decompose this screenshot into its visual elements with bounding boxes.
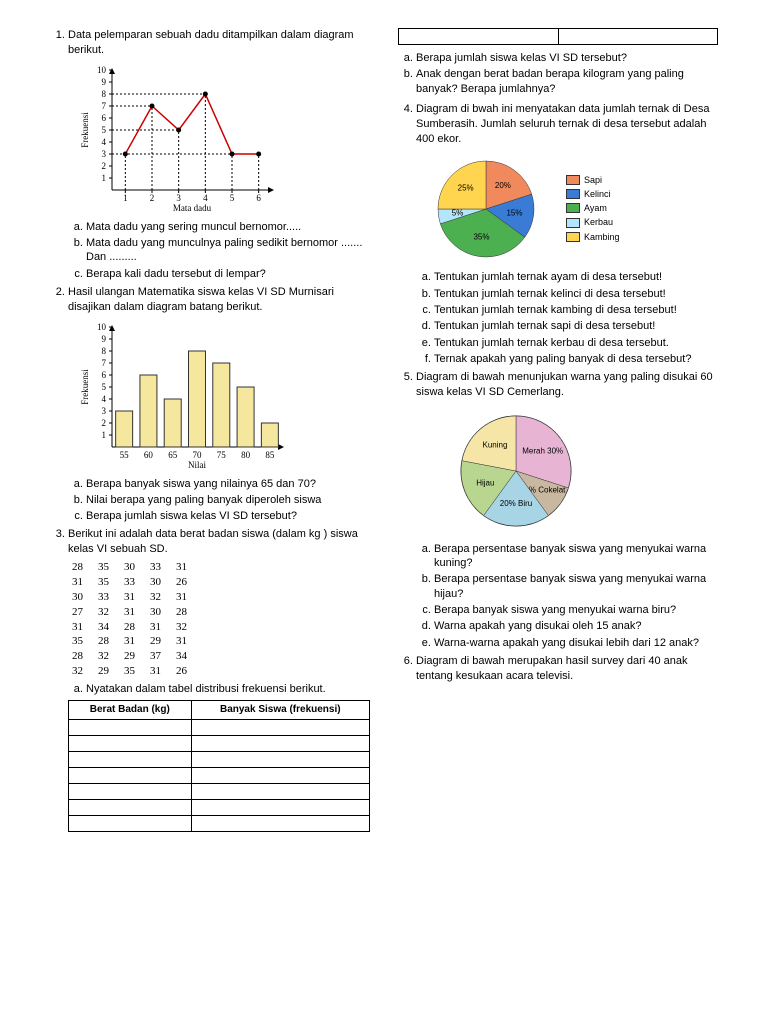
q3-data-grid: 2835303331313533302630333132312732313028… xyxy=(72,560,370,679)
svg-text:8: 8 xyxy=(102,89,107,99)
q2a: Berapa banyak siswa yang nilainya 65 dan… xyxy=(86,477,370,491)
svg-text:5: 5 xyxy=(102,382,107,392)
q2-bar-chart: 1 2 3 4 5 6 7 8 9 10 55 60 65 70 75 80 85 Nilai Frekuensi xyxy=(78,321,370,471)
svg-text:4: 4 xyxy=(102,394,107,404)
svg-text:Hijau: Hijau xyxy=(476,478,494,487)
q5: Diagram di bawah menunjukan warna yang p… xyxy=(416,370,718,650)
svg-text:9: 9 xyxy=(102,77,107,87)
svg-text:Frekuensi: Frekuensi xyxy=(80,111,90,147)
q4-text: Diagram di bwah ini menyatakan data juml… xyxy=(416,103,710,145)
q4b: Tentukan jumlah ternak kelinci di desa t… xyxy=(434,287,718,301)
q4: Diagram di bwah ini menyatakan data juml… xyxy=(416,102,718,366)
q4f: Ternak apakah yang paling banyak di desa… xyxy=(434,352,718,366)
svg-text:Merah 30%: Merah 30% xyxy=(522,447,563,456)
svg-text:8: 8 xyxy=(102,346,107,356)
svg-text:35%: 35% xyxy=(473,233,489,242)
q5b: Berapa persentase banyak siswa yang meny… xyxy=(434,572,718,601)
svg-text:2: 2 xyxy=(150,193,155,203)
svg-text:5%: 5% xyxy=(452,209,464,218)
q5e: Warna-warna apakah yang disukai lebih da… xyxy=(434,636,718,650)
svg-text:70: 70 xyxy=(193,450,203,460)
svg-text:1: 1 xyxy=(102,173,107,183)
svg-text:7: 7 xyxy=(102,101,107,111)
q1: Data pelemparan sebuah dadu ditampilkan … xyxy=(68,28,370,281)
svg-text:10: 10 xyxy=(97,322,107,332)
q4-pie-chart: 20% 15% 35% 5% 25% SapiKelinciAyamKerbauKamb… xyxy=(426,154,718,264)
svg-text:3: 3 xyxy=(102,149,107,159)
svg-text:75: 75 xyxy=(217,450,227,460)
svg-text:Frekuensi: Frekuensi xyxy=(80,368,90,404)
q1c: Berapa kali dadu tersebut di lempar? xyxy=(86,267,370,281)
q1b: Mata dadu yang munculnya paling sedikit … xyxy=(86,236,370,265)
q3-freq-table: Berat Badan (kg) Banyak Siswa (frekuensi… xyxy=(68,700,370,832)
svg-text:1: 1 xyxy=(102,430,107,440)
q2c: Berapa jumlah siswa kelas VI SD tersebut… xyxy=(86,509,370,523)
svg-text:1: 1 xyxy=(123,193,128,203)
svg-text:10: 10 xyxy=(97,65,107,75)
q6-text: Diagram di bawah merupakan hasil survey … xyxy=(416,655,687,682)
th-berat: Berat Badan (kg) xyxy=(69,701,192,720)
svg-text:25%: 25% xyxy=(458,184,474,193)
q1-text: Data pelemparan sebuah dadu ditampilkan … xyxy=(68,29,354,56)
q3: Berikut ini adalah data berat badan sisw… xyxy=(68,527,370,831)
svg-text:6: 6 xyxy=(102,113,107,123)
q3-cont-table xyxy=(398,28,718,45)
q2: Hasil ulangan Matematika siswa kelas VI … xyxy=(68,285,370,524)
q4e: Tentukan jumlah ternak kerbau di desa te… xyxy=(434,336,718,350)
svg-text:65: 65 xyxy=(168,450,178,460)
q5-text: Diagram di bawah menunjukan warna yang p… xyxy=(416,371,713,398)
q5-pie-chart: Merah 30%10% Cokelat20% BiruHijauKuning xyxy=(426,406,718,536)
q5d: Warna apakah yang disukai oleh 15 anak? xyxy=(434,619,718,633)
svg-text:4: 4 xyxy=(203,193,208,203)
svg-text:7: 7 xyxy=(102,358,107,368)
svg-text:55: 55 xyxy=(120,450,130,460)
q2b: Nilai berapa yang paling banyak diperole… xyxy=(86,493,370,507)
q1-line-chart: 1 2 3 4 5 6 7 8 9 10 1 2 3 4 5 6 Mata dadu Frekuensi xyxy=(78,64,370,214)
svg-text:6: 6 xyxy=(256,193,261,203)
svg-text:Kuning: Kuning xyxy=(483,441,508,450)
q3-cont-a: Berapa jumlah siswa kelas VI SD tersebut… xyxy=(416,51,718,65)
q5c: Berapa banyak siswa yang menyukai warna … xyxy=(434,603,718,617)
svg-text:9: 9 xyxy=(102,334,107,344)
svg-text:3: 3 xyxy=(176,193,181,203)
svg-text:5: 5 xyxy=(102,125,107,135)
svg-text:20%: 20% xyxy=(495,181,511,190)
q4c: Tentukan jumlah ternak kambing di desa t… xyxy=(434,303,718,317)
svg-text:3: 3 xyxy=(102,406,107,416)
q4a: Tentukan jumlah ternak ayam di desa ters… xyxy=(434,270,718,284)
svg-text:15%: 15% xyxy=(506,209,522,218)
q3-text: Berikut ini adalah data berat badan sisw… xyxy=(68,528,358,555)
q2-text: Hasil ulangan Matematika siswa kelas VI … xyxy=(68,286,334,313)
svg-text:5: 5 xyxy=(230,193,235,203)
q1a: Mata dadu yang sering muncul bernomor...… xyxy=(86,220,370,234)
svg-text:2: 2 xyxy=(102,418,107,428)
q6: Diagram di bawah merupakan hasil survey … xyxy=(416,654,718,684)
q3-cont-b: Anak dengan berat badan berapa kilogram … xyxy=(416,67,718,96)
svg-text:Nilai: Nilai xyxy=(188,460,206,470)
q4d: Tentukan jumlah ternak sapi di desa ters… xyxy=(434,319,718,333)
q3a: Nyatakan dalam tabel distribusi frekuens… xyxy=(86,682,370,696)
q4-legend: SapiKelinciAyamKerbauKambing xyxy=(566,174,620,245)
svg-text:60: 60 xyxy=(144,450,154,460)
svg-text:80: 80 xyxy=(241,450,251,460)
th-siswa: Banyak Siswa (frekuensi) xyxy=(191,701,369,720)
svg-text:20% Biru: 20% Biru xyxy=(500,499,532,508)
svg-text:6: 6 xyxy=(102,370,107,380)
svg-text:85: 85 xyxy=(265,450,275,460)
q5a: Berapa persentase banyak siswa yang meny… xyxy=(434,542,718,571)
svg-text:2: 2 xyxy=(102,161,107,171)
svg-text:4: 4 xyxy=(102,137,107,147)
svg-text:Mata dadu: Mata dadu xyxy=(173,203,212,213)
